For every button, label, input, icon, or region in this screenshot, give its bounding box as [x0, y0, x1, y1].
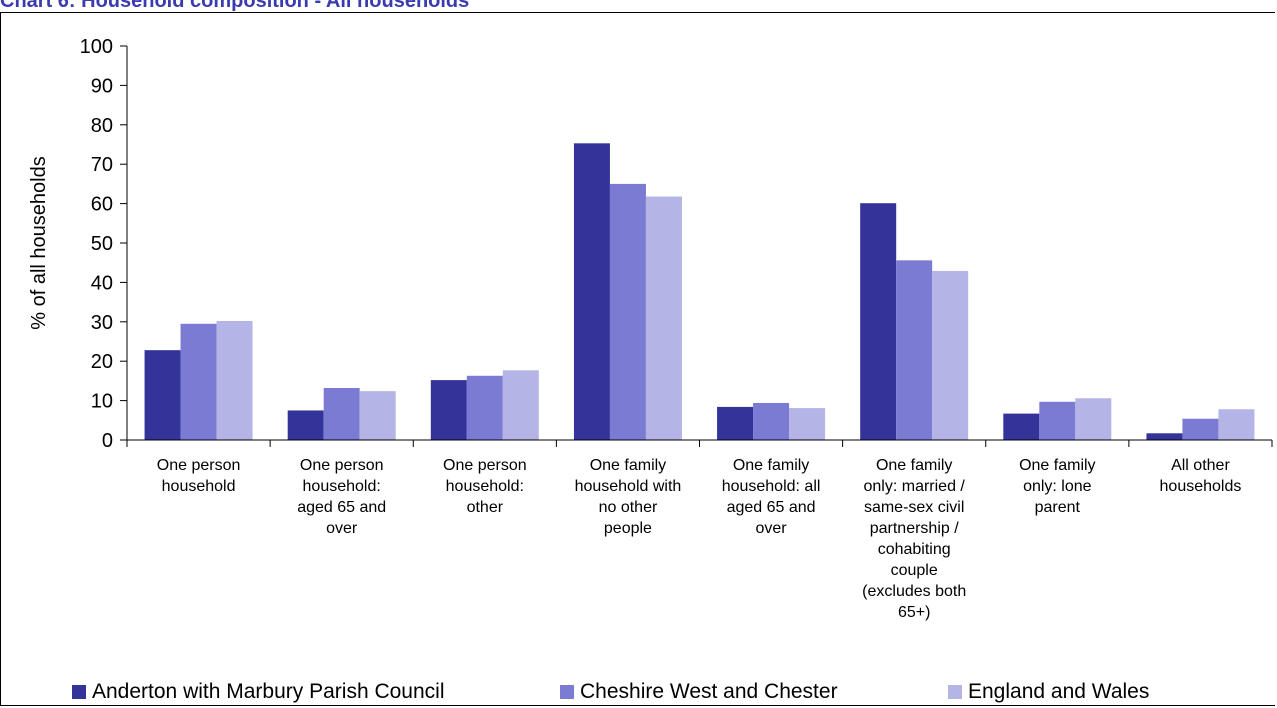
y-tick-label: 40: [91, 272, 113, 294]
legend-swatch: [72, 685, 86, 699]
bar-s1-c0: [180, 323, 217, 440]
bar-s0-c5: [860, 203, 897, 440]
x-category-label: One family only: lone parent: [1019, 457, 1095, 516]
x-category-label: One family household with no other people: [575, 457, 682, 537]
bar-s1-c3: [609, 183, 646, 440]
x-category-label: One person household: [157, 457, 241, 495]
y-tick-label: 80: [91, 115, 113, 137]
bar-s1-c5: [896, 260, 933, 440]
legend-swatch: [948, 685, 962, 699]
legend-label: Cheshire West and Chester: [580, 680, 838, 703]
legend-label: Anderton with Marbury Parish Council: [92, 680, 445, 703]
bar-s1-c1: [323, 387, 360, 440]
bar-s1-c6: [1039, 401, 1076, 440]
y-axis-label: % of all households: [28, 156, 50, 329]
legend-item: Cheshire West and Chester: [560, 676, 838, 708]
x-category-label: One person household: aged 65 and over: [297, 457, 386, 537]
x-categories-group: One person household One person household: a…: [157, 457, 1242, 621]
chart-frame: [0, 12, 1275, 706]
bar-s2-c5: [932, 270, 969, 440]
y-tick-label: 0: [102, 430, 113, 452]
bar-s0-c1: [287, 410, 324, 440]
y-tick-label: 90: [91, 75, 113, 97]
bar-s2-c6: [1075, 398, 1112, 440]
bar-chart: % of all households 0 10 20 30 40 50 60 70 80 90 1…: [28, 36, 1273, 621]
x-category-label: One person household: other: [443, 457, 527, 516]
bar-s0-c4: [717, 406, 754, 440]
x-category-label: One family household: all aged 65 and over: [722, 457, 821, 537]
bar-s2-c0: [216, 321, 253, 440]
bar-s2-c4: [789, 408, 826, 440]
bar-s0-c2: [430, 380, 467, 440]
bars-group: [144, 143, 1255, 440]
bar-s2-c7: [1218, 409, 1255, 440]
bar-s0-c3: [573, 143, 610, 440]
x-category-label: All other households: [1160, 457, 1242, 495]
bar-s2-c1: [359, 391, 396, 440]
bar-s2-c3: [645, 196, 682, 440]
legend-swatch: [560, 685, 574, 699]
bar-s0-c6: [1003, 413, 1040, 440]
y-tick-label: 20: [91, 351, 113, 373]
bar-s0-c7: [1146, 433, 1183, 440]
legend-item: England and Wales: [948, 676, 1149, 708]
bar-s2-c2: [502, 370, 539, 440]
bar-s1-c2: [466, 375, 503, 440]
y-tick-label: 10: [91, 391, 113, 413]
legend-label: England and Wales: [968, 680, 1150, 703]
legend-item: Anderton with Marbury Parish Council: [72, 676, 445, 708]
axes-group: [126, 46, 1273, 447]
y-tick-label: 100: [80, 36, 113, 58]
x-category-label: One family only: married / same-sex civil p…: [862, 457, 966, 621]
bar-s1-c4: [753, 402, 790, 440]
bar-s1-c7: [1182, 418, 1219, 440]
bar-s0-c0: [144, 350, 181, 440]
legend: Anderton with Marbury Parish Council Ches…: [0, 676, 1277, 708]
y-tick-label: 60: [91, 194, 113, 216]
y-ticks-group: 0 10 20 30 40 50 60 70 80 90 100: [80, 36, 127, 452]
chart-title: Chart 6: Household composition - All hou…: [0, 0, 470, 12]
y-tick-label: 50: [91, 233, 113, 255]
y-tick-label: 70: [91, 154, 113, 176]
y-tick-label: 30: [91, 312, 113, 334]
